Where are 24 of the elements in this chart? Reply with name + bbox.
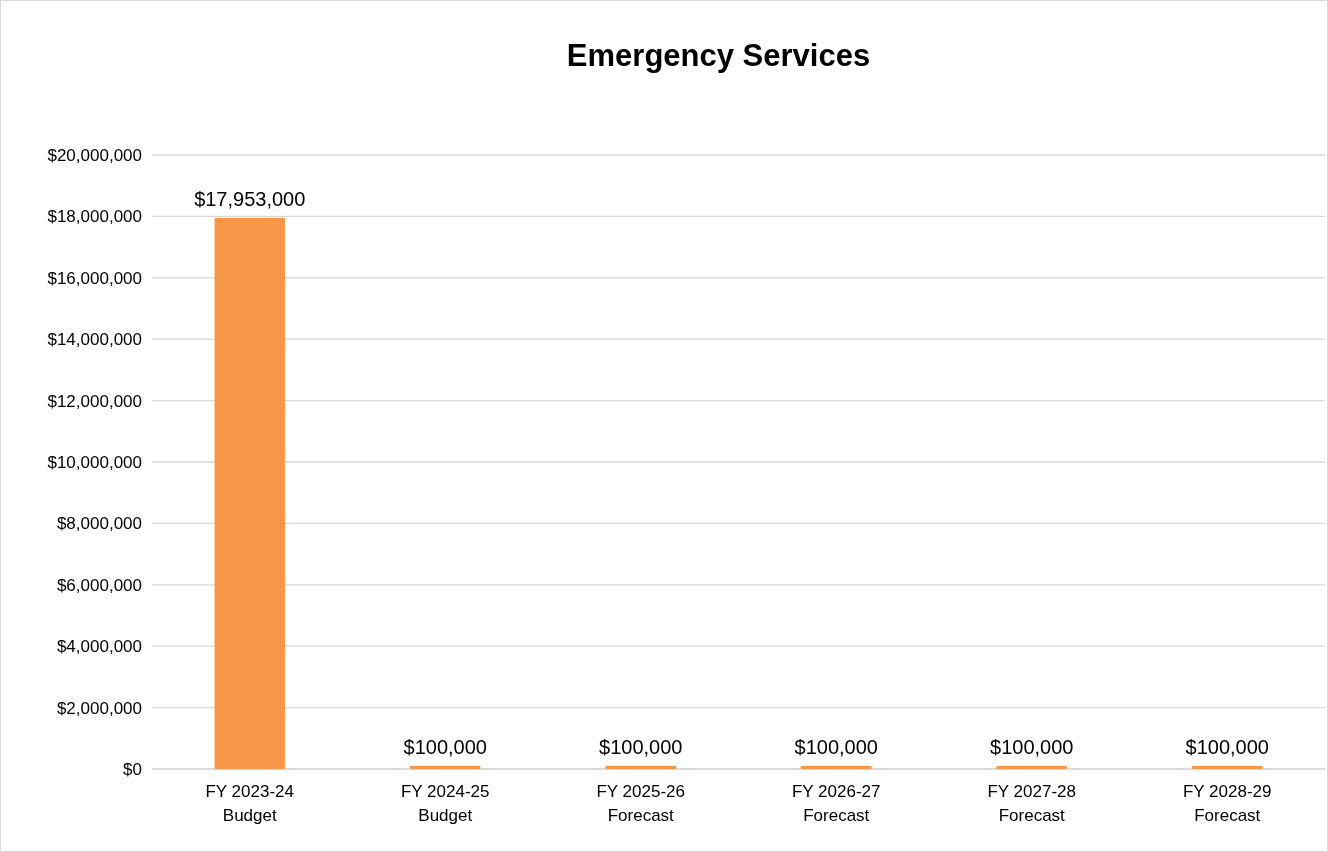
data-label: $100,000 bbox=[599, 735, 683, 758]
data-label: $100,000 bbox=[794, 735, 878, 758]
y-tick-label: $16,000,000 bbox=[47, 268, 142, 288]
x-tick-label: FY 2025-26 Forecast bbox=[596, 782, 686, 825]
y-tick-label: $20,000,000 bbox=[47, 145, 142, 165]
x-tick-label: FY 2026-27 Forecast bbox=[791, 782, 881, 825]
y-tick-label: $0 bbox=[123, 759, 142, 779]
data-label: $100,000 bbox=[1185, 735, 1269, 758]
x-tick-label: FY 2023-24 Budget bbox=[205, 782, 295, 825]
y-tick-label: $2,000,000 bbox=[56, 698, 142, 718]
y-tick-label: $12,000,000 bbox=[47, 391, 142, 411]
x-tick-label: FY 2027-28 Forecast bbox=[987, 782, 1077, 825]
y-tick-label: $8,000,000 bbox=[56, 514, 142, 534]
data-label: $17,953,000 bbox=[194, 187, 306, 210]
y-tick-label: $6,000,000 bbox=[56, 575, 142, 595]
chart-title: Emergency Services bbox=[566, 38, 871, 73]
y-tick-label: $10,000,000 bbox=[47, 452, 142, 472]
y-tick-label: $4,000,000 bbox=[56, 637, 142, 657]
data-label: $100,000 bbox=[403, 735, 487, 758]
data-label: $100,000 bbox=[990, 735, 1074, 758]
y-tick-label: $14,000,000 bbox=[47, 330, 142, 350]
x-tick-label: FY 2028-29 Forecast bbox=[1182, 782, 1272, 825]
x-tick-label: FY 2024-25 Budget bbox=[400, 782, 490, 825]
y-tick-label: $18,000,000 bbox=[47, 207, 142, 227]
